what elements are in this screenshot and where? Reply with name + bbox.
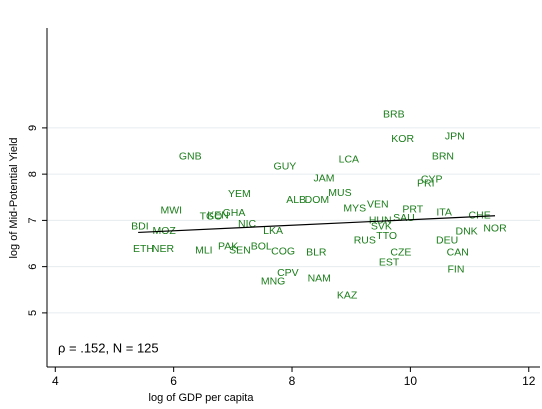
point-label: KOR — [391, 133, 414, 145]
y-axis-label: log of Mid-Potential Yield — [8, 137, 20, 258]
point-label: DEU — [436, 235, 458, 247]
point-label: JAM — [313, 173, 334, 185]
y-tick-label: 6 — [27, 264, 39, 270]
point-label: PRI — [417, 178, 435, 190]
point-label: CYP — [421, 173, 443, 185]
y-tick-label: 7 — [27, 217, 39, 223]
point-label: SAU — [393, 212, 415, 224]
point-label: BRB — [383, 109, 405, 121]
point-label: DOM — [305, 194, 330, 206]
y-tick-label: 9 — [27, 125, 39, 131]
x-axis-label: log of GDP per capita — [149, 392, 255, 404]
point-label: NOR — [483, 222, 507, 234]
point-label: DNK — [456, 226, 478, 238]
point-label: CHE — [469, 210, 491, 222]
point-label: TGO — [200, 210, 223, 222]
point-label: VEN — [367, 198, 389, 210]
point-label: SVK — [371, 221, 392, 233]
point-label: MWI — [160, 204, 182, 216]
point-label: SEN — [229, 245, 251, 257]
point-label: MYS — [343, 203, 366, 215]
point-label: MLI — [195, 245, 213, 257]
point-label: ALB — [286, 194, 306, 206]
x-tick-label: 10 — [404, 374, 418, 388]
point-label: YEM — [228, 188, 251, 200]
x-tick-label: 8 — [289, 374, 296, 388]
annotation: ρ = .152, N = 125 — [58, 340, 159, 355]
point-label: NER — [152, 243, 175, 255]
point-label: BOL — [251, 241, 272, 253]
point-label: GHA — [223, 207, 246, 219]
point-label: GUY — [274, 161, 297, 173]
point-label: MUS — [328, 187, 351, 199]
x-tick-label: 6 — [170, 374, 177, 388]
point-label: FIN — [447, 264, 464, 276]
fit-line — [138, 215, 496, 234]
point-label: EST — [379, 257, 400, 269]
point-label: BRN — [432, 150, 454, 162]
point-label: MNG — [261, 276, 286, 288]
point-label: CAN — [447, 247, 469, 259]
point-label: CZE — [390, 247, 411, 259]
y-tick-label: 8 — [27, 171, 39, 177]
x-tick-label: 4 — [52, 374, 59, 388]
point-label: BLR — [306, 247, 327, 259]
point-label: JPN — [445, 130, 465, 142]
point-label: COG — [271, 246, 295, 258]
point-label: RUS — [354, 235, 376, 247]
point-label: KAZ — [337, 290, 358, 302]
point-label: CPV — [277, 267, 299, 279]
point-label: ETH — [133, 243, 154, 255]
x-tick-label: 12 — [522, 374, 536, 388]
point-label: KEN — [207, 210, 229, 222]
point-label: TTO — [376, 230, 397, 242]
point-label: PRT — [402, 204, 423, 216]
point-label: LKA — [263, 225, 283, 237]
point-label: BDI — [131, 221, 149, 233]
point-label: LCA — [339, 154, 359, 166]
y-tick-label: 5 — [27, 310, 39, 316]
point-label: PAK — [218, 241, 238, 253]
point-label: GNB — [179, 150, 202, 162]
point-label: ITA — [436, 206, 452, 218]
point-label: NAM — [308, 272, 331, 284]
